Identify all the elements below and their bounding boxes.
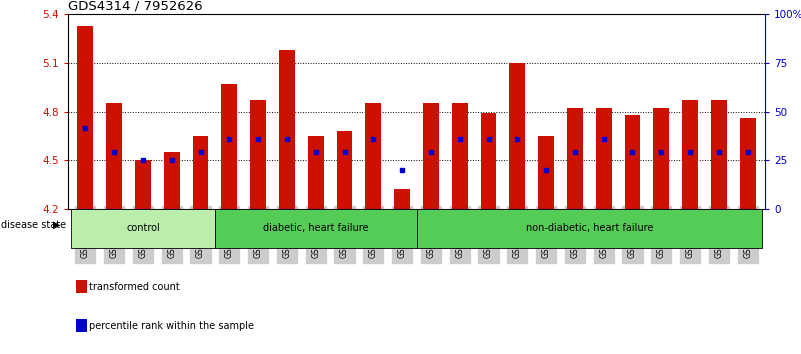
Text: percentile rank within the sample: percentile rank within the sample: [89, 321, 254, 331]
Bar: [625, 115, 641, 209]
Bar: [567, 108, 583, 209]
Bar: [509, 63, 525, 209]
Bar: [336, 131, 352, 209]
Bar: [71, 209, 215, 248]
Bar: [250, 100, 266, 209]
Bar: [107, 103, 122, 209]
Text: disease state: disease state: [1, 220, 66, 230]
Bar: [740, 118, 755, 209]
Text: ▶: ▶: [53, 220, 60, 230]
Bar: [221, 84, 237, 209]
Text: non-diabetic, heart failure: non-diabetic, heart failure: [525, 223, 653, 233]
Bar: [711, 100, 727, 209]
Bar: [481, 113, 497, 209]
Bar: [417, 209, 762, 248]
Text: diabetic, heart failure: diabetic, heart failure: [263, 223, 368, 233]
Bar: [164, 152, 179, 209]
Bar: [538, 136, 554, 209]
Text: control: control: [126, 223, 160, 233]
Bar: [365, 103, 381, 209]
Bar: [596, 108, 612, 209]
Bar: [394, 189, 410, 209]
Bar: [423, 103, 439, 209]
Bar: [279, 50, 295, 209]
Bar: [215, 209, 417, 248]
Bar: [654, 108, 669, 209]
Bar: [192, 136, 208, 209]
Bar: [452, 103, 468, 209]
Bar: [682, 100, 698, 209]
Bar: [135, 160, 151, 209]
Bar: [308, 136, 324, 209]
Bar: [78, 25, 93, 209]
Text: GDS4314 / 7952626: GDS4314 / 7952626: [68, 0, 203, 13]
Text: transformed count: transformed count: [89, 282, 179, 292]
